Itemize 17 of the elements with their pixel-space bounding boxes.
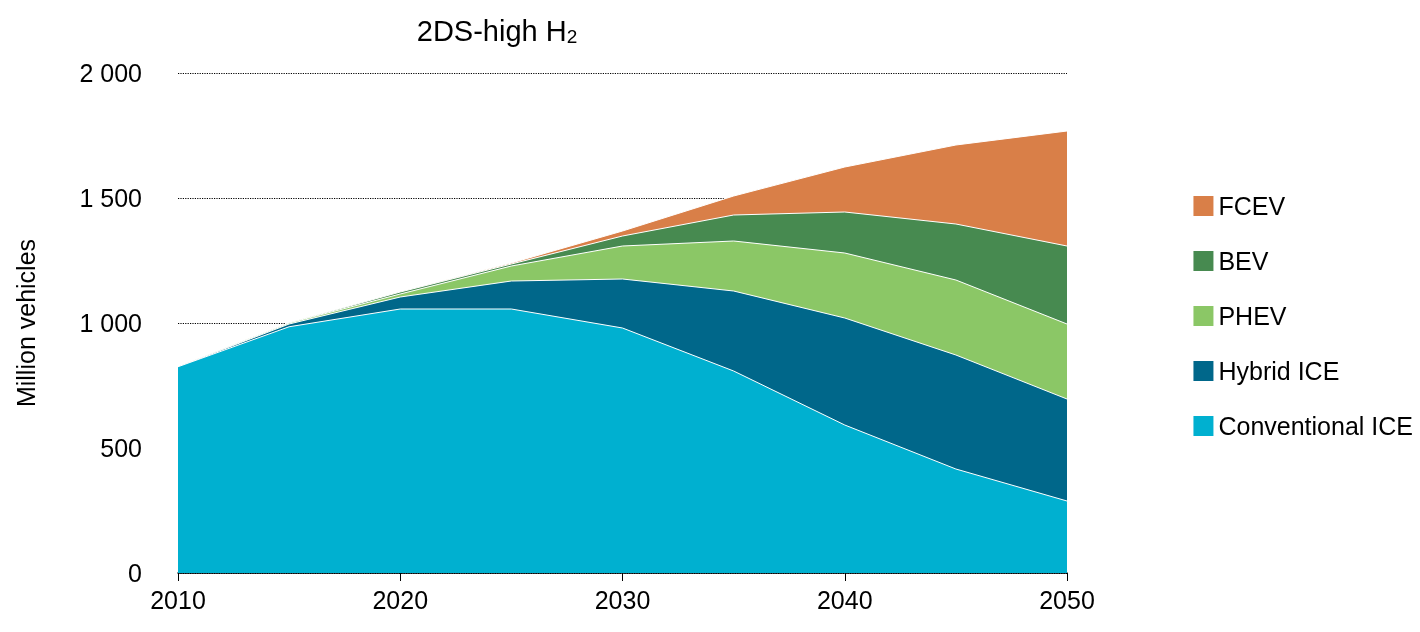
y-tick-label: 1 500: [79, 184, 142, 212]
legend-label: Conventional ICE: [1218, 412, 1414, 440]
legend-label: BEV: [1218, 247, 1269, 275]
y-tick-label: 2 000: [79, 59, 142, 87]
legend-label: PHEV: [1218, 302, 1287, 330]
y-tick-label: 0: [128, 559, 142, 587]
x-tick-label: 2010: [150, 585, 206, 614]
x-tick-label: 2040: [816, 585, 873, 614]
y-axis-title: Million vehicles: [11, 238, 40, 408]
y-tick-label: 1 000: [79, 309, 142, 337]
chart-title: 2DS-high H2: [416, 14, 578, 47]
y-tick-label: 500: [100, 434, 142, 462]
x-tick-label: 2020: [372, 585, 429, 614]
x-tick-label: 2030: [594, 585, 651, 614]
x-tick-label: 2050: [1039, 585, 1095, 614]
legend-label: Hybrid ICE: [1218, 357, 1340, 385]
legend-label: FCEV: [1218, 192, 1286, 220]
